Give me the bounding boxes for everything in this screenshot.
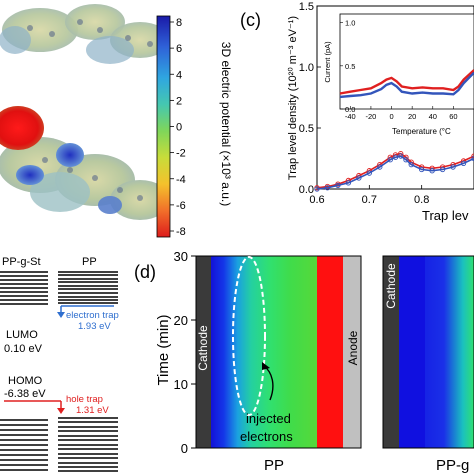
panel-c-point [429,168,435,174]
panel-c-point [460,160,467,167]
hole-trap-label: hole trap [66,394,103,405]
panel-c-point [377,164,383,170]
panel-c-point [335,182,341,188]
inset-xtick-label: 0 [389,112,393,121]
colorbar-label: 3D electric potential (×10³ a.u.) [219,42,233,206]
panel-d-ylabel: Time (min) [155,314,172,385]
homo-value: -6.38 eV [4,388,46,400]
colorbar-tick-label: -6 [176,200,186,212]
panel-c-plot-frame [316,5,474,190]
panel-c-axes: 0.6 0.7 0.8 0.0 0.5 1.0 1.5 [299,1,430,206]
panel-d-ytick-label: 20 [174,313,188,328]
molecule-bottom [0,106,170,220]
panel-label-d: (d) [134,262,156,282]
panel-c-point [392,154,399,160]
inset-series-line-1 [339,71,474,99]
panel-c-xtick-label: 0.7 [362,194,377,206]
pp-g-xlabel: PP-g [436,457,469,474]
electron-trap-marker [57,305,114,318]
colorbar-tick-label: -4 [176,174,186,186]
inset-ytick-label: 0.0 [345,105,355,114]
lumo-label: LUMO [6,329,38,341]
panel-c-ytick-label: 0.0 [299,184,314,196]
colorbar-tick-label: 6 [176,43,182,55]
annotation-line-2: electrons [240,429,293,444]
panel-c-point [345,180,352,186]
panel-c-point [398,153,404,159]
electron-trap-value: 1.93 eV [78,321,111,332]
panel-c-point [366,170,372,176]
panel-c-series-line-1 [316,155,474,190]
panel-c-point [450,164,456,170]
panel-c-ytick-label: 1.0 [299,62,314,74]
molecule-top [0,4,170,64]
panel-c-point [419,166,425,173]
inset-series-line-0 [339,69,474,95]
pp-map [195,255,362,449]
colorbar-tick-label: 2 [176,95,182,107]
panel-d-ytick-label: 10 [174,377,188,392]
colorbar-ticks: 8 6 4 2 0 -2 -4 -6 -8 [170,17,186,238]
panel-c-ylabel: Trap level density (10²⁰ m⁻³ eV⁻¹) [287,16,299,180]
panel-c-xtick-label: 0.6 [309,194,324,206]
pp-title: PP [82,256,97,268]
colorbar-tick-label: 4 [176,69,182,81]
panel-c-point [387,157,393,163]
band-lines [0,271,118,472]
inset-xtick-label: 20 [408,112,416,121]
panel-c-series [314,150,474,192]
panel-c-point [314,186,320,192]
colorbar-tick-label: 0 [176,122,182,134]
pp-g-map [382,255,474,449]
panel-label-c: (c) [240,10,261,30]
inset-ytick-label: 0.5 [345,62,355,71]
electron-trap-label: electron trap [66,310,119,321]
panel-d-yticks: 0 10 20 30 [174,249,196,456]
inset-ytick-label: 1.0 [345,19,355,28]
homo-label: HOMO [8,375,43,387]
panel-d-ytick-label: 30 [174,249,188,264]
inset-series [339,69,474,99]
colorbar-tick-label: 8 [176,17,182,29]
inset-xlabel: Temperature (°C [392,127,451,136]
inset-axes: -40 -20 0 20 40 60 0.0 0.5 1.0 [340,19,458,121]
panel-c-xtick-label: 0.8 [414,194,429,206]
panel-c-point [356,175,362,181]
inset-xtick-label: -40 [345,112,356,121]
pp-g-st-title: PP-g-St [2,256,41,268]
panel-c-series-line-0 [316,152,474,189]
pp-xlabel: PP [264,457,284,474]
panel-c-point [408,161,414,168]
panel-c-point [324,185,331,191]
hole-trap-value: 1.31 eV [76,405,109,416]
cathode-label-right: Cathode [384,263,398,309]
colorbar-tick-label: -2 [176,148,186,160]
colorbar [156,15,171,238]
inset-xtick-label: 40 [429,112,437,121]
inset-xtick-label: -20 [366,112,377,121]
colorbar-tick-label: -8 [176,226,186,238]
panel-c-point [439,166,446,173]
panel-c-xlabel: Trap lev [422,208,469,223]
panel-c-ytick-label: 1.5 [299,1,314,13]
inset-xtick-label: 60 [449,112,457,121]
lumo-value: 0.10 eV [4,343,43,355]
injected-electrons-outline [232,256,266,416]
cathode-label-left: Cathode [196,325,210,371]
annotation-line-1: injected [246,411,291,426]
anode-label: Anode [346,330,360,365]
panel-c-ytick-label: 0.5 [299,123,314,135]
panel-d-ytick-label: 0 [181,441,188,456]
inset-ylabel: Current (pA) [323,41,332,83]
hole-trap-marker [4,400,65,414]
panel-c-point [403,157,409,163]
